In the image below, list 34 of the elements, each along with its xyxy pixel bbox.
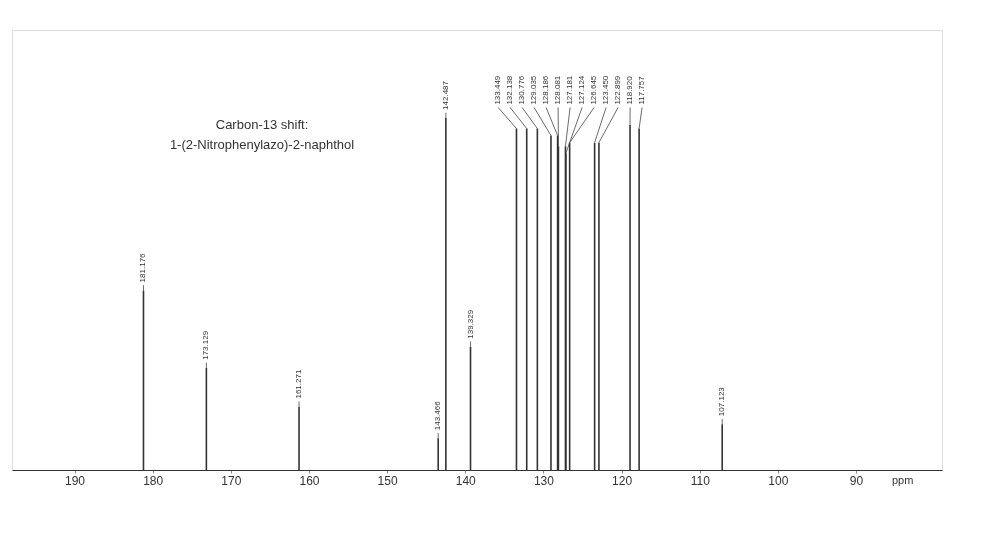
x-tick-label: 190 (65, 473, 86, 488)
x-axis-title: ppm (892, 474, 914, 486)
x-tick-label: 160 (299, 473, 320, 488)
annotation: 129.035 (529, 75, 539, 105)
x-tick-label: 140 (455, 473, 477, 488)
annotation: 128.186 (541, 75, 551, 105)
annotation: 142.487 (440, 80, 450, 110)
annotation: 122.899 (613, 75, 623, 105)
annotation: 133.449 (493, 75, 503, 105)
annotation: 126.645 (589, 75, 599, 105)
annotation: 132.138 (505, 75, 515, 105)
annotation: 118.920 (625, 75, 635, 105)
annotation: 139.329 (465, 309, 475, 339)
x-tick-label: 110 (690, 473, 711, 488)
text: 1-(2-Nitrophenylazo)-2-naphthol (169, 137, 355, 152)
x-tick-label: 150 (377, 473, 398, 488)
x-tick-label: 90 (849, 473, 864, 488)
x-tick-label: 120 (612, 473, 633, 488)
annotation: 107.123 (717, 386, 727, 417)
annotation: 181.176 (138, 252, 148, 283)
annotation: 143.466 (433, 400, 443, 431)
annotation: 161.271 (294, 369, 304, 399)
annotation: 123.450 (601, 75, 611, 105)
x-tick-label: 180 (143, 473, 164, 488)
x-tick-label: 100 (768, 473, 789, 488)
chart-title: Carbon-13 shift: (215, 117, 309, 132)
annotation: 117.757 (637, 75, 647, 105)
annotation: 127.124 (577, 75, 587, 105)
annotation: 128.081 (553, 75, 563, 105)
annotation: 173.129 (201, 330, 211, 360)
annotation: 127.181 (565, 75, 575, 105)
x-tick-label: 130 (533, 473, 555, 488)
annotation: 130.776 (517, 75, 527, 105)
x-tick-label: 170 (221, 473, 242, 488)
